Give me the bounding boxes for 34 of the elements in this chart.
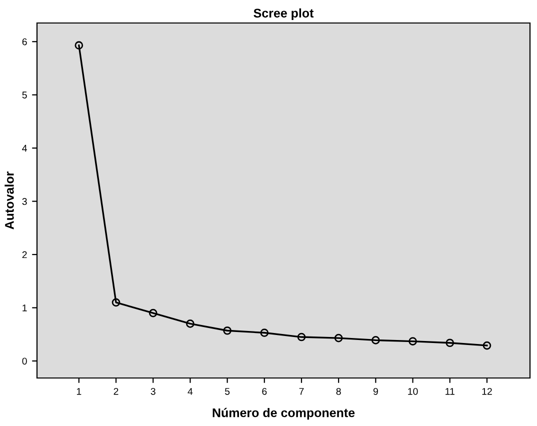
point [372, 336, 380, 344]
x-tick-label: 1 [76, 388, 82, 395]
y-tick-label: 1 [22, 304, 27, 312]
y-tick-label: 2 [22, 251, 27, 258]
x-tick-label: 10 [408, 388, 418, 395]
point [148, 308, 158, 318]
point [74, 41, 84, 50]
x-tick-label: 2 [114, 388, 118, 395]
x-tick-label: 4 [188, 388, 193, 395]
x-tick-label: 5 [224, 388, 230, 395]
point [186, 320, 194, 328]
point [297, 332, 306, 342]
x-tick-label: 6 [262, 388, 267, 395]
x-tick-label: 9 [373, 388, 378, 395]
y-tick-label: 5 [22, 92, 27, 98]
chart-title: Scree plot [254, 8, 314, 20]
point [334, 334, 343, 342]
point [408, 337, 417, 346]
point [446, 338, 454, 348]
x-tick-label: 7 [299, 388, 304, 395]
x-tick-label: 8 [336, 388, 341, 395]
x-tick-label: 12 [482, 388, 492, 395]
x-tick-label: 3 [150, 388, 156, 395]
x-axis-title: Número de componente [212, 408, 355, 420]
y-axis-title: Autovalor [4, 172, 14, 230]
y-tick-label: 0 [22, 358, 27, 365]
y-tick-label: 3 [22, 198, 27, 205]
point [260, 328, 269, 337]
point [112, 298, 120, 307]
x-tick-label: 11 [446, 388, 454, 395]
y-tick-label: 6 [22, 38, 27, 46]
y-tick-label: 4 [22, 144, 27, 152]
point [223, 326, 232, 335]
point [482, 341, 492, 350]
